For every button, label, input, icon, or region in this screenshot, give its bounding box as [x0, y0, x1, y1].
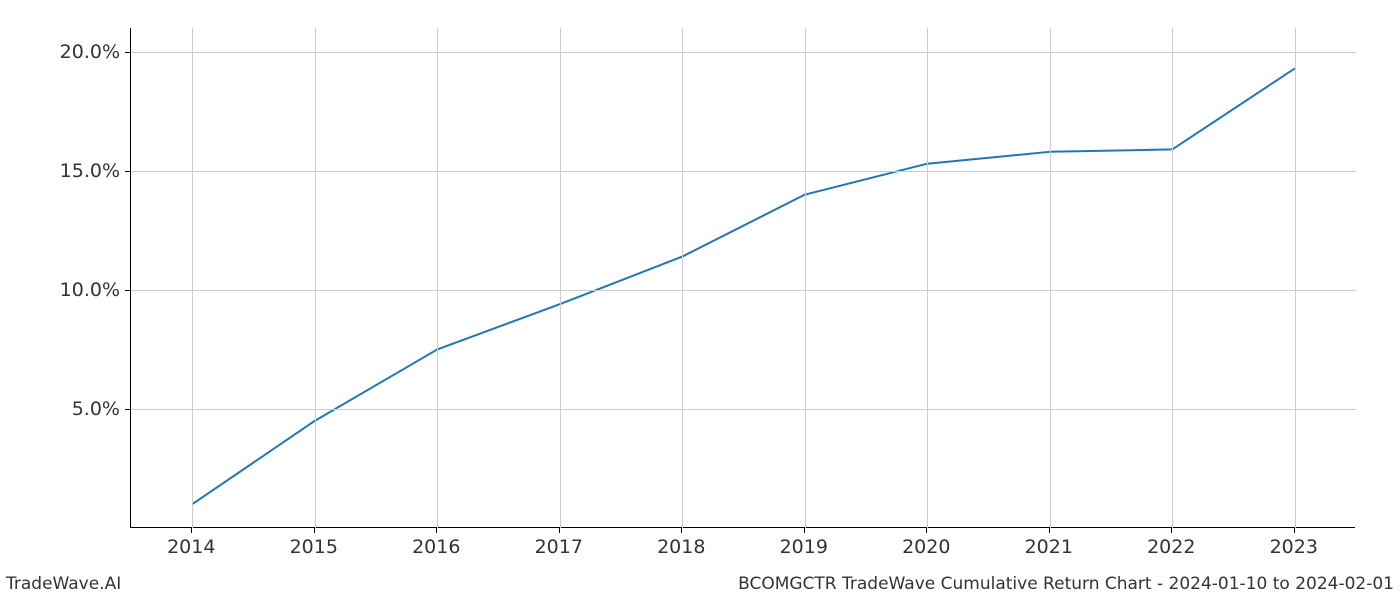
x-tick-mark [926, 528, 927, 533]
gridline-vertical [1295, 28, 1296, 528]
x-tick-label: 2018 [657, 536, 705, 558]
chart-container: TradeWave.AI BCOMGCTR TradeWave Cumulati… [0, 0, 1400, 600]
gridline-horizontal [131, 52, 1356, 53]
gridline-horizontal [131, 171, 1356, 172]
x-tick-label: 2020 [902, 536, 950, 558]
gridline-vertical [560, 28, 561, 528]
x-tick-label: 2022 [1147, 536, 1195, 558]
gridline-vertical [682, 28, 683, 528]
x-tick-mark [1294, 528, 1295, 533]
y-tick-label: 5.0% [72, 398, 120, 420]
y-tick-label: 10.0% [60, 279, 120, 301]
gridline-vertical [437, 28, 438, 528]
y-tick-mark [125, 290, 130, 291]
footer-caption: BCOMGCTR TradeWave Cumulative Return Cha… [738, 574, 1394, 594]
x-tick-mark [804, 528, 805, 533]
gridline-horizontal [131, 409, 1356, 410]
footer-brand: TradeWave.AI [6, 574, 121, 594]
gridline-vertical [1172, 28, 1173, 528]
gridline-vertical [805, 28, 806, 528]
x-tick-label: 2014 [167, 536, 215, 558]
cumulative-return-line [192, 68, 1295, 504]
y-tick-label: 15.0% [60, 160, 120, 182]
gridline-vertical [315, 28, 316, 528]
x-tick-label: 2023 [1270, 536, 1318, 558]
y-tick-mark [125, 52, 130, 53]
y-tick-mark [125, 409, 130, 410]
x-tick-mark [681, 528, 682, 533]
x-tick-mark [559, 528, 560, 533]
x-tick-label: 2021 [1025, 536, 1073, 558]
gridline-vertical [1050, 28, 1051, 528]
x-tick-mark [436, 528, 437, 533]
x-tick-mark [1049, 528, 1050, 533]
gridline-horizontal [131, 290, 1356, 291]
x-tick-label: 2015 [290, 536, 338, 558]
y-tick-mark [125, 171, 130, 172]
x-tick-mark [191, 528, 192, 533]
x-tick-label: 2017 [535, 536, 583, 558]
x-tick-label: 2019 [780, 536, 828, 558]
y-tick-label: 20.0% [60, 41, 120, 63]
x-tick-mark [1171, 528, 1172, 533]
x-tick-label: 2016 [412, 536, 460, 558]
gridline-vertical [927, 28, 928, 528]
x-tick-mark [314, 528, 315, 533]
gridline-vertical [192, 28, 193, 528]
plot-area [130, 28, 1355, 528]
